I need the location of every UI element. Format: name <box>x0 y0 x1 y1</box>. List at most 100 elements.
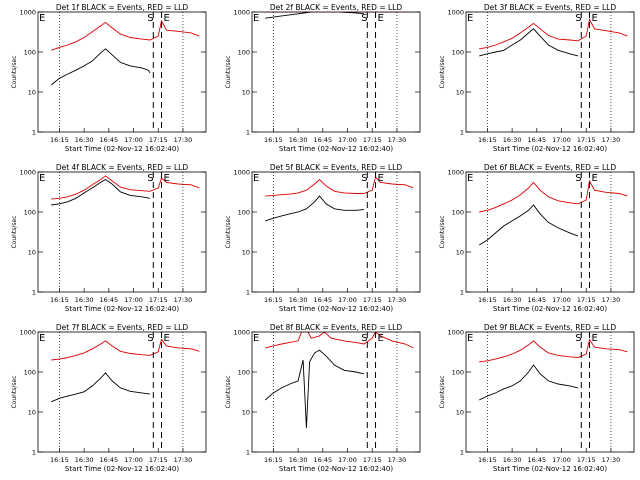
x-tick-label: 17:00 <box>338 296 357 304</box>
x-tick-label: 17:00 <box>552 136 571 144</box>
marker-left: E <box>467 173 473 184</box>
series-events <box>265 195 365 222</box>
x-axis-label: Start Time (02-Nov-12 16:02:40) <box>493 305 607 313</box>
marker-end: E <box>164 173 170 184</box>
y-tick-label: 1000 <box>233 329 250 337</box>
marker-start: S <box>575 173 581 184</box>
y-axis-label: Counts/sec <box>225 375 232 408</box>
series-lld <box>265 332 414 349</box>
marker-end: E <box>378 13 384 24</box>
y-tick-label: 10 <box>28 409 36 417</box>
x-tick-label: 16:15 <box>50 296 69 304</box>
x-tick-label: 17:30 <box>602 296 621 304</box>
x-tick-label: 16:30 <box>289 296 308 304</box>
y-tick-label: 1000 <box>447 9 464 17</box>
marker-end: E <box>592 173 598 184</box>
marker-left: E <box>39 13 45 24</box>
x-tick-label: 16:15 <box>264 456 283 464</box>
x-axis-label: Start Time (02-Nov-12 16:02:40) <box>493 465 607 473</box>
panel-title: Det 5f BLACK = Events, RED = LLD <box>270 163 403 172</box>
x-tick-label: 16:45 <box>99 296 118 304</box>
series-events <box>479 28 579 57</box>
plot-frame <box>465 171 635 293</box>
y-tick-label: 100 <box>452 209 464 217</box>
x-tick-label: 17:30 <box>174 456 193 464</box>
x-tick-label: 16:45 <box>527 296 546 304</box>
series-events <box>478 204 579 246</box>
x-tick-label: 16:30 <box>289 136 308 144</box>
x-tick-label: 16:45 <box>527 456 546 464</box>
y-tick-label: 1 <box>246 289 250 297</box>
panel-title: Det 1f BLACK = Events, RED = LLD <box>56 3 189 12</box>
x-tick-label: 17:15 <box>577 296 596 304</box>
series-lld <box>51 19 200 51</box>
y-axis-label: Counts/sec <box>225 55 232 88</box>
marker-start: S <box>361 13 367 24</box>
y-tick-label: 100 <box>24 209 36 217</box>
y-tick-label: 1 <box>32 289 36 297</box>
x-tick-label: 16:30 <box>503 456 522 464</box>
x-tick-label: 17:30 <box>388 456 407 464</box>
x-tick-label: 16:45 <box>527 136 546 144</box>
x-tick-label: 16:15 <box>50 456 69 464</box>
series-events <box>50 48 151 86</box>
panel-title: Det 8f BLACK = Events, RED = LLD <box>270 323 403 332</box>
x-tick-label: 17:30 <box>388 296 407 304</box>
x-tick-label: 17:30 <box>174 136 193 144</box>
series-lld <box>479 18 628 50</box>
x-axis-label: Start Time (02-Nov-12 16:02:40) <box>279 145 393 153</box>
panel-title: Det 2f BLACK = Events, RED = LLD <box>270 3 403 12</box>
series-lld <box>479 338 628 363</box>
y-axis-label: Counts/sec <box>439 215 446 248</box>
y-tick-label: 10 <box>456 249 464 257</box>
x-tick-label: 16:45 <box>313 296 332 304</box>
x-tick-label: 17:15 <box>149 296 168 304</box>
marker-end: E <box>592 13 598 24</box>
y-tick-label: 100 <box>238 49 250 57</box>
y-tick-label: 1000 <box>19 329 36 337</box>
x-tick-label: 17:00 <box>552 296 571 304</box>
plot-frame <box>37 331 207 453</box>
x-tick-label: 16:15 <box>478 456 497 464</box>
y-tick-label: 10 <box>242 249 250 257</box>
x-tick-label: 16:15 <box>264 296 283 304</box>
x-tick-label: 17:15 <box>149 456 168 464</box>
y-tick-label: 1000 <box>233 169 250 177</box>
x-tick-label: 17:15 <box>363 136 382 144</box>
x-axis-label: Start Time (02-Nov-12 16:02:40) <box>65 305 179 313</box>
x-tick-label: 17:30 <box>602 456 621 464</box>
series-lld <box>51 338 200 361</box>
y-tick-label: 1000 <box>233 9 250 17</box>
y-tick-label: 100 <box>24 49 36 57</box>
x-tick-label: 17:15 <box>577 136 596 144</box>
y-tick-label: 10 <box>242 409 250 417</box>
series-lld <box>479 179 628 213</box>
y-tick-label: 1000 <box>447 329 464 337</box>
x-axis-label: Start Time (02-Nov-12 16:02:40) <box>65 145 179 153</box>
y-tick-label: 10 <box>242 89 250 97</box>
marker-left: E <box>39 333 45 344</box>
x-tick-label: 17:00 <box>338 136 357 144</box>
y-tick-label: 1 <box>460 449 464 457</box>
y-tick-label: 1 <box>460 289 464 297</box>
x-tick-label: 16:15 <box>264 136 283 144</box>
y-tick-label: 1 <box>32 129 36 137</box>
series-events <box>51 372 151 403</box>
y-tick-label: 100 <box>452 49 464 57</box>
marker-start: S <box>147 173 153 184</box>
marker-start: S <box>575 333 581 344</box>
x-tick-label: 17:30 <box>388 136 407 144</box>
y-tick-label: 1 <box>460 129 464 137</box>
series-lld <box>265 176 414 197</box>
x-tick-label: 17:00 <box>552 456 571 464</box>
plot-frame <box>251 171 421 293</box>
x-tick-label: 16:30 <box>503 136 522 144</box>
series-events <box>479 364 579 401</box>
y-tick-label: 100 <box>452 369 464 377</box>
panel-title: Det 6f BLACK = Events, RED = LLD <box>484 163 617 172</box>
y-tick-label: 10 <box>456 409 464 417</box>
